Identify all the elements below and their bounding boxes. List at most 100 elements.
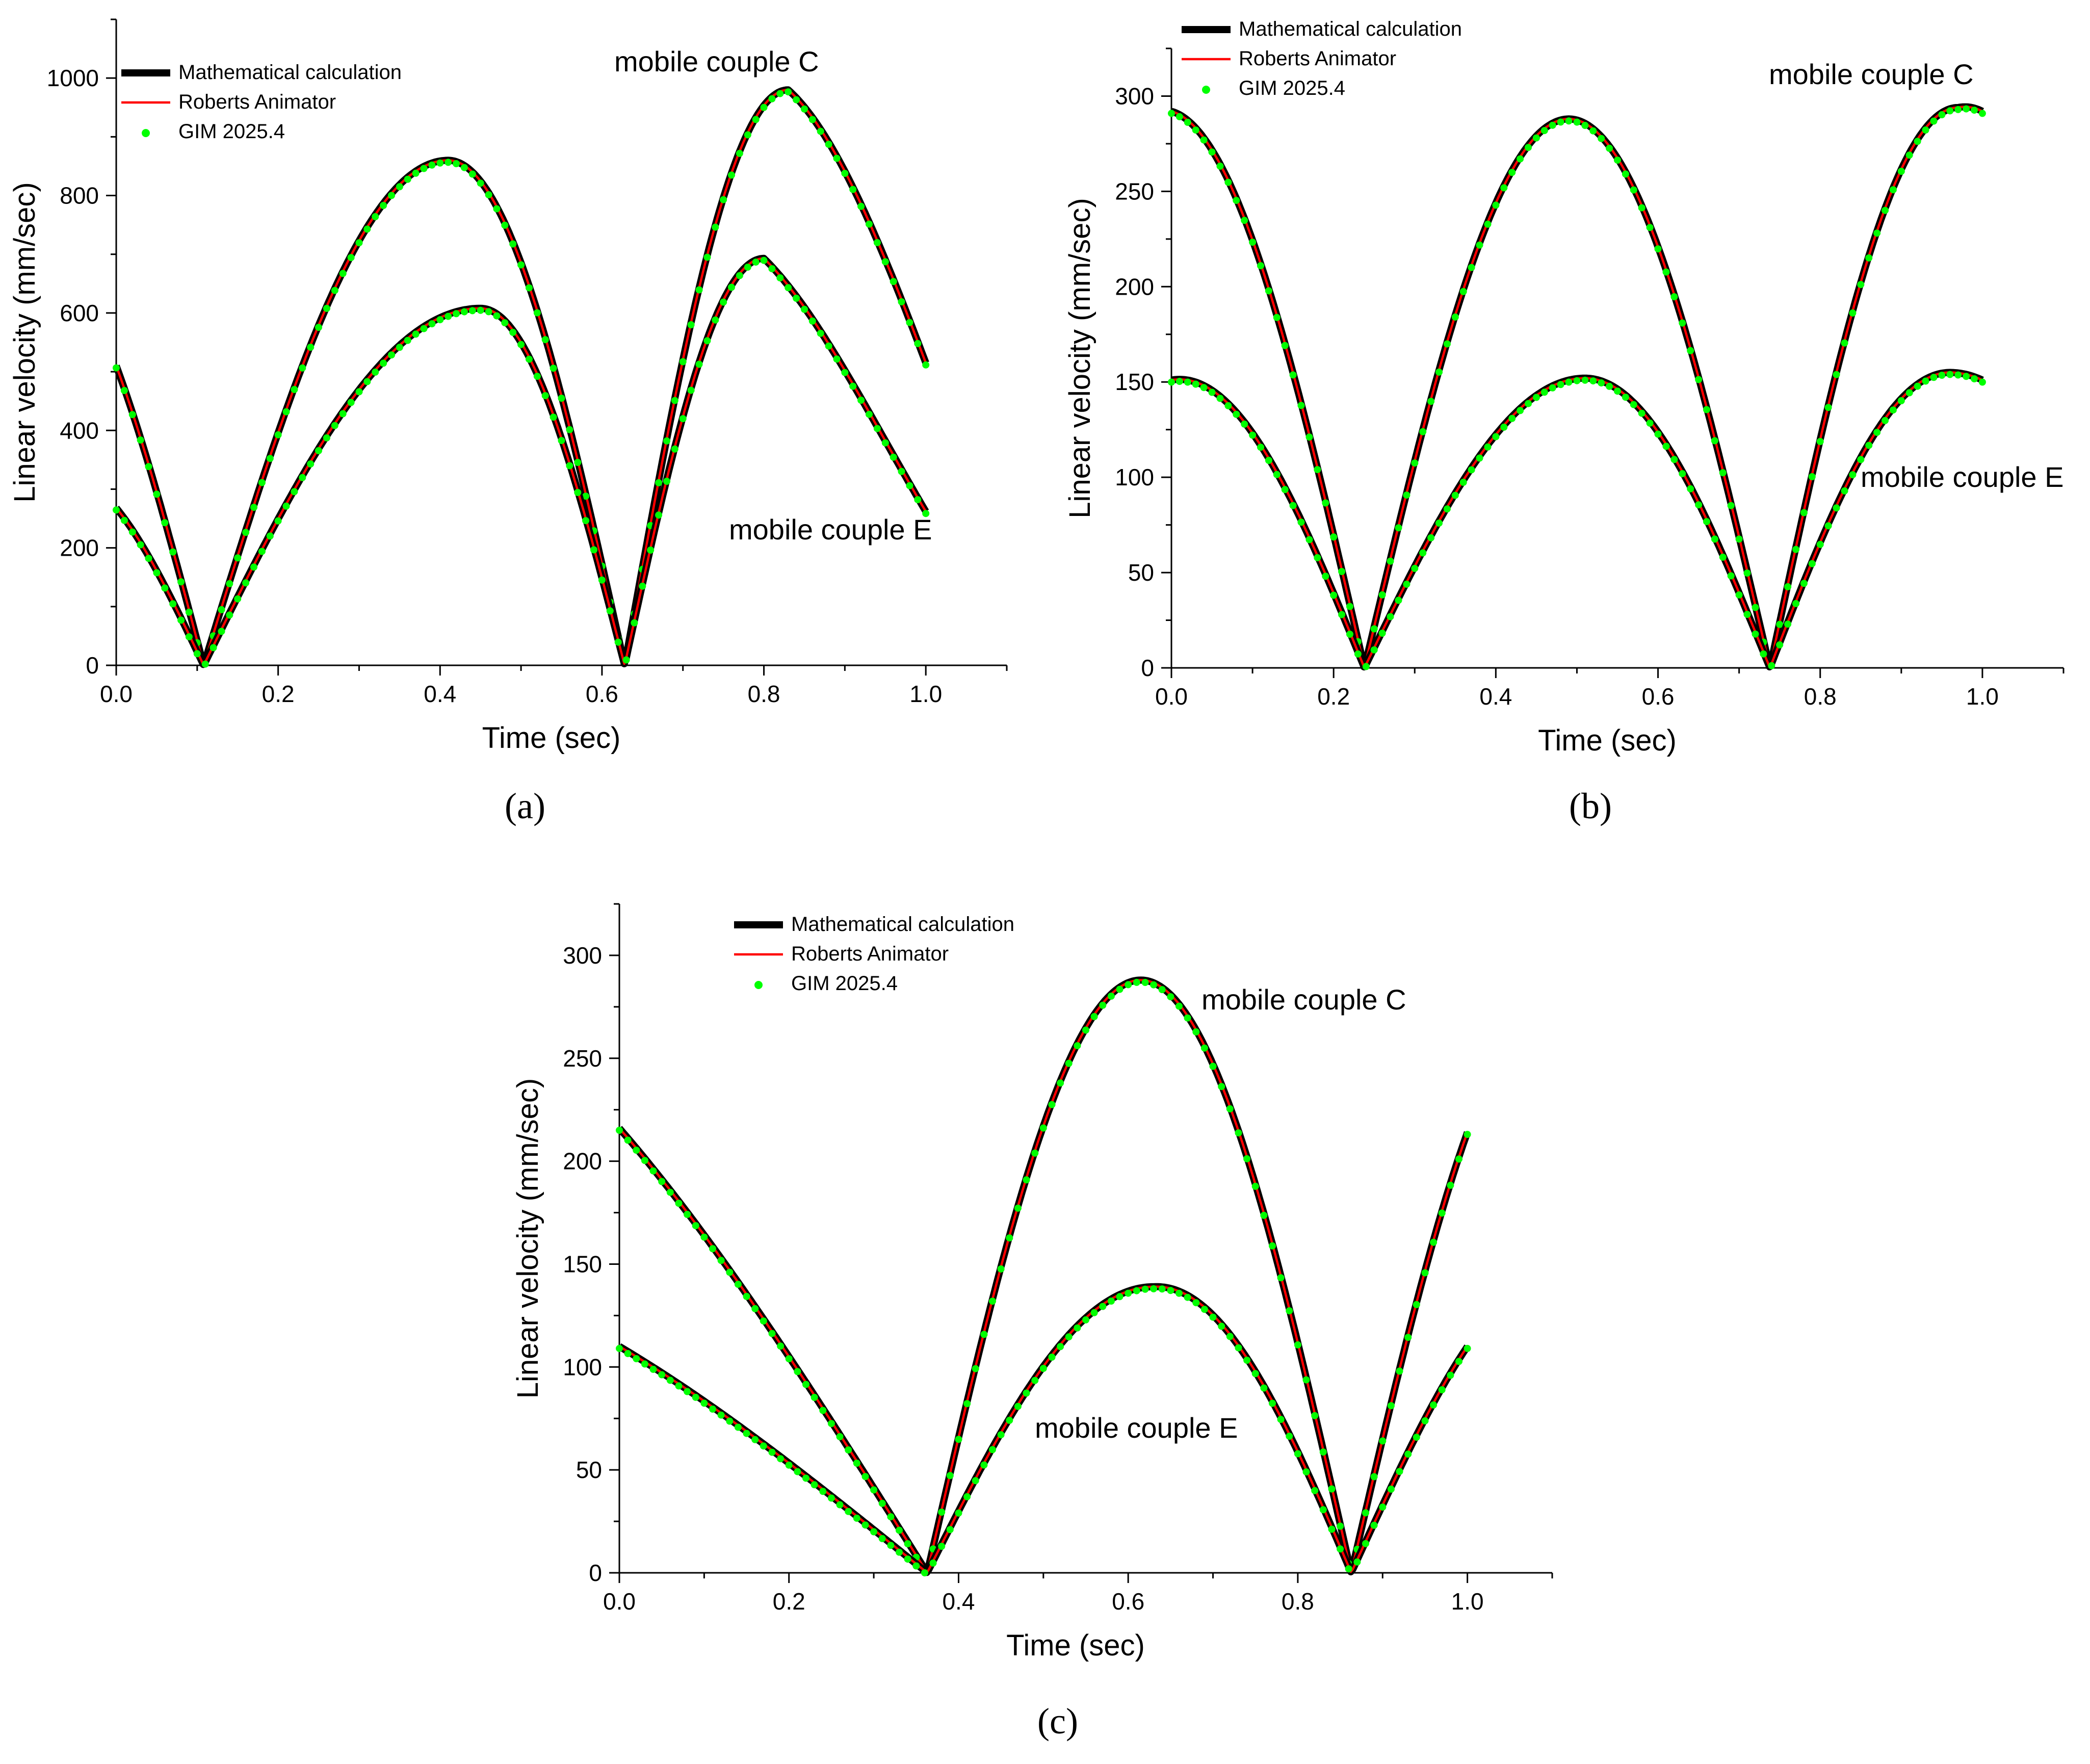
gim-point	[1277, 1416, 1285, 1423]
x-tick-label: 0.6	[586, 681, 618, 707]
y-tick-label: 150	[1115, 369, 1154, 395]
series-gim-e	[616, 1285, 1471, 1576]
gim-point	[1421, 1269, 1429, 1277]
gim-point	[1833, 371, 1840, 378]
gim-point	[1281, 342, 1289, 349]
gim-point	[1286, 1307, 1293, 1315]
gim-point	[1314, 466, 1321, 474]
gim-point	[743, 1292, 750, 1300]
gim-point	[906, 482, 913, 489]
gim-point	[1606, 144, 1613, 152]
gim-point	[347, 254, 355, 262]
gim-point	[1413, 1301, 1420, 1308]
panel-caption: (a)	[505, 786, 545, 826]
gim-point	[396, 183, 403, 191]
gim-point	[1776, 641, 1784, 648]
gim-point	[1322, 573, 1329, 580]
y-tick-label: 150	[563, 1251, 602, 1277]
y-tick-label: 100	[1115, 464, 1154, 490]
gim-point	[904, 1555, 911, 1563]
gim-point	[655, 479, 663, 486]
gim-point	[845, 1508, 852, 1515]
gim-point	[1362, 1509, 1369, 1517]
gim-point	[675, 1200, 683, 1207]
gim-point	[526, 284, 533, 292]
gim-point	[639, 582, 646, 590]
gim-point	[1646, 419, 1654, 427]
gim-point	[819, 1488, 827, 1495]
gim-point	[1158, 986, 1166, 994]
gim-point	[1614, 157, 1621, 164]
x-tick-label: 0.4	[1479, 683, 1512, 710]
y-tick-label: 100	[563, 1354, 602, 1380]
gim-point	[1443, 340, 1451, 348]
gim-point	[921, 1569, 928, 1576]
gim-point	[1150, 981, 1158, 989]
gim-point	[1023, 1176, 1030, 1184]
annotation-label: mobile couple E	[1035, 1412, 1238, 1444]
gim-point	[1816, 438, 1824, 445]
gim-point	[1517, 407, 1524, 414]
gim-point	[1882, 417, 1889, 424]
gim-point	[453, 310, 460, 318]
gim-point	[744, 131, 751, 139]
gim-point	[955, 1436, 962, 1443]
gim-point	[1430, 1401, 1438, 1409]
gim-point	[1897, 168, 1905, 175]
series-roberts-c	[618, 979, 1469, 1573]
legend-swatch-gim	[142, 129, 150, 137]
gim-point	[1427, 534, 1435, 541]
gim-point	[1849, 309, 1857, 317]
gim-point	[1873, 429, 1881, 436]
x-tick-label: 0.4	[424, 681, 456, 707]
gim-point	[161, 584, 169, 592]
gim-point	[1419, 549, 1427, 557]
series-roberts-c	[115, 88, 927, 665]
gim-point	[1540, 127, 1548, 135]
gim-point	[210, 644, 217, 652]
gim-point	[137, 541, 144, 549]
gim-point	[989, 1446, 996, 1454]
x-tick-label: 1.0	[1966, 683, 1999, 710]
gim-point	[274, 431, 282, 438]
gim-point	[517, 261, 525, 269]
gim-point	[1679, 470, 1686, 478]
gim-point	[590, 546, 597, 554]
gim-point	[1581, 122, 1589, 129]
gim-point	[861, 1473, 869, 1481]
gim-point	[1133, 978, 1140, 986]
x-axis-title: Time (sec)	[1538, 724, 1677, 757]
gim-point	[582, 517, 590, 525]
gim-point	[1328, 1485, 1336, 1493]
gim-point	[633, 1147, 640, 1154]
gim-point	[671, 445, 678, 453]
gim-point	[1670, 456, 1678, 463]
gim-point	[1387, 1402, 1395, 1410]
legend: Mathematical calculation Roberts Animator…	[1182, 18, 1462, 99]
gim-point	[1379, 1503, 1387, 1511]
gim-point	[250, 563, 257, 571]
gim-point	[1023, 1389, 1030, 1397]
gim-point	[1065, 1059, 1073, 1067]
gim-point	[679, 415, 687, 423]
gim-point	[684, 1211, 691, 1218]
gim-point	[1492, 433, 1500, 440]
gim-point	[1622, 394, 1629, 401]
gim-point	[1362, 663, 1370, 670]
gim-point	[606, 607, 614, 615]
gim-point	[331, 287, 338, 294]
gim-point	[1082, 1026, 1089, 1034]
gim-point	[128, 528, 136, 536]
gim-point	[1150, 1285, 1158, 1292]
gim-point	[1451, 313, 1459, 321]
gim-point	[887, 1542, 895, 1549]
gim-point	[1630, 186, 1637, 194]
gim-point	[1662, 268, 1670, 276]
gim-point	[777, 1455, 785, 1463]
gim-point	[1849, 471, 1857, 479]
gim-point	[1200, 384, 1208, 392]
gim-point	[1224, 402, 1232, 409]
gim-point	[1338, 568, 1346, 575]
gim-point	[980, 1461, 988, 1469]
y-axis-title: Linear velocity (mm/sec)	[511, 1078, 544, 1398]
